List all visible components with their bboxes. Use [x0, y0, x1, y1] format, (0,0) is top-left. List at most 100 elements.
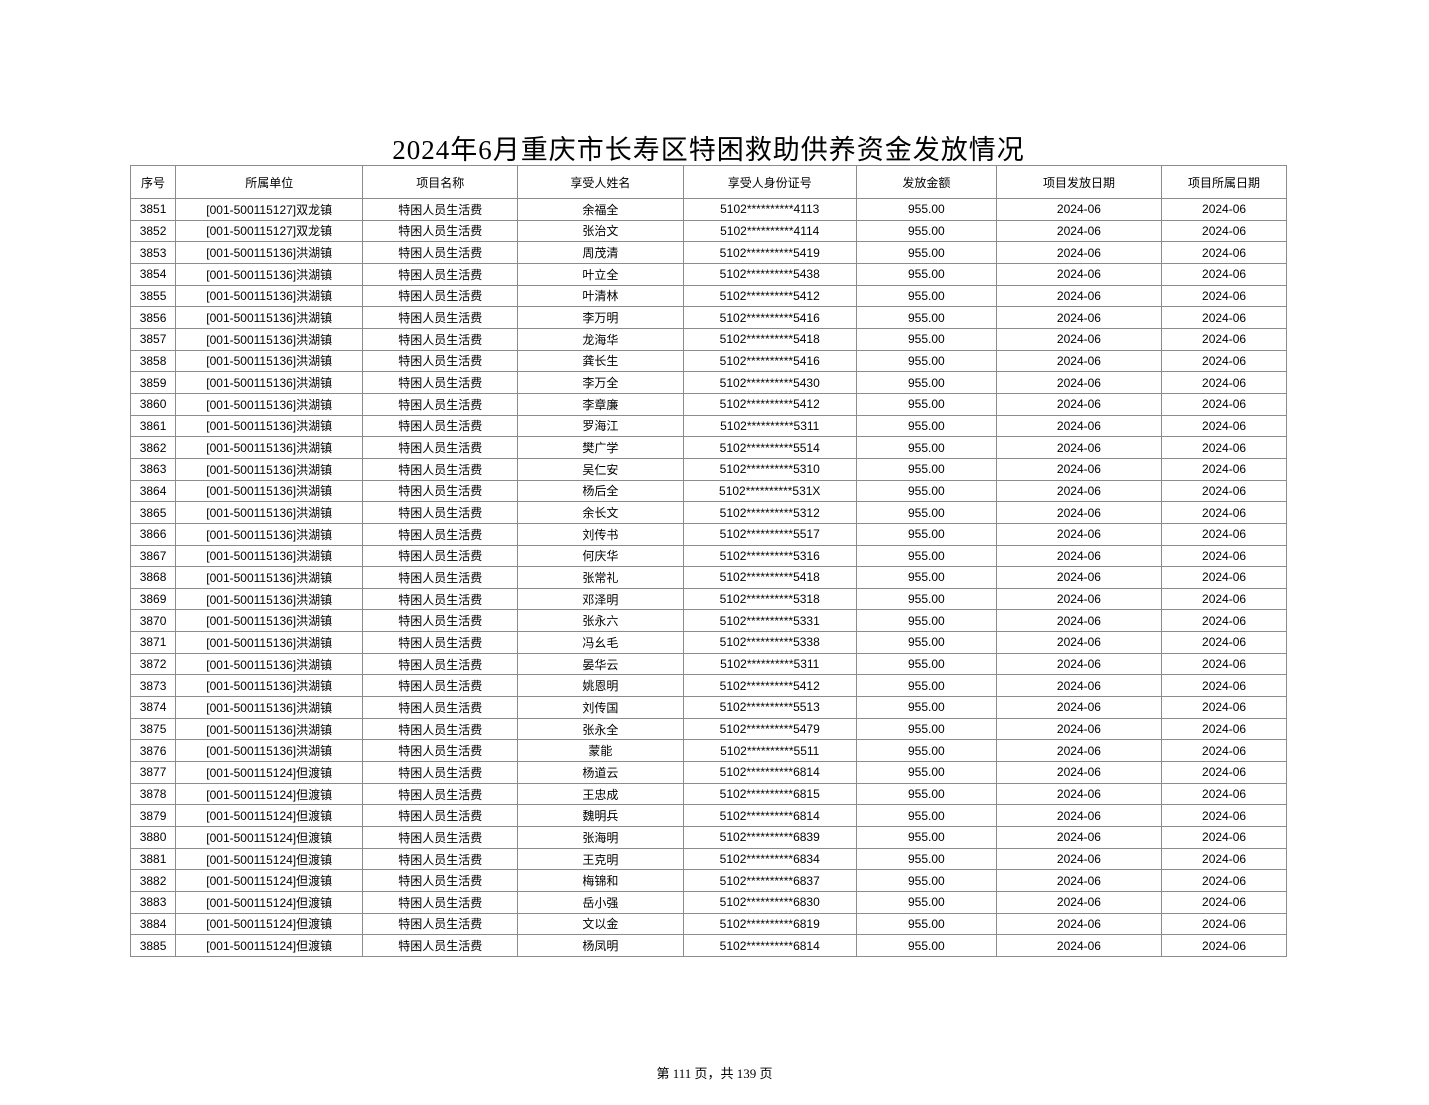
table-cell: 955.00: [855, 457, 997, 481]
table-cell: [001-500115124]但渡镇: [175, 826, 364, 849]
table-cell: 5102**********5311: [682, 414, 857, 438]
table-cell: 李章廉: [517, 392, 684, 416]
table-row: 3881 [001-500115124]但渡镇 特困人员生活费 王克明 5102****…: [129, 847, 1287, 871]
table-row: 3871 [001-500115136]洪湖镇 特困人员生活费 冯幺毛 5102****…: [129, 631, 1287, 654]
table-cell: 余长文: [517, 501, 684, 524]
table-cell: 5102**********6815: [682, 782, 857, 806]
column-header-2: 项目名称: [362, 165, 519, 199]
table-cell: 特困人员生活费: [362, 349, 519, 373]
table-cell: 3873: [129, 674, 177, 698]
table-cell: 5102**********5311: [682, 652, 857, 676]
table-cell: [001-500115136]洪湖镇: [175, 587, 364, 611]
table-cell: 5102**********5338: [682, 631, 857, 654]
table-cell: 3858: [129, 349, 177, 373]
table-cell: 955.00: [855, 349, 997, 373]
table-cell: 2024-06: [995, 479, 1163, 503]
table-cell: 5102**********5430: [682, 371, 857, 394]
table-cell: 3883: [129, 891, 177, 914]
table-cell: 955.00: [855, 414, 997, 438]
table-row: 3868 [001-500115136]洪湖镇 特困人员生活费 张常礼 5102****…: [129, 566, 1287, 589]
table-row: 3872 [001-500115136]洪湖镇 特困人员生活费 晏华云 5102****…: [129, 652, 1287, 676]
table-cell: 3854: [129, 262, 177, 286]
table-cell: 特困人员生活费: [362, 479, 519, 503]
table-cell: 王克明: [517, 847, 684, 871]
table-cell: 2024-06: [1161, 761, 1287, 784]
table-cell: [001-500115136]洪湖镇: [175, 306, 364, 329]
table-cell: 张永全: [517, 717, 684, 741]
page-number: 第 111 页，共 139 页: [656, 1066, 773, 1081]
table-cell: [001-500115136]洪湖镇: [175, 652, 364, 676]
table-cell: 何庆华: [517, 544, 684, 568]
table-cell: 3867: [129, 544, 177, 568]
table-cell: 2024-06: [1161, 696, 1287, 719]
table-cell: 杨后全: [517, 479, 684, 503]
table-cell: 3884: [129, 912, 177, 936]
table-cell: 樊广学: [517, 436, 684, 459]
table-row: 3865 [001-500115136]洪湖镇 特困人员生活费 余长文 5102****…: [129, 501, 1287, 524]
table-cell: 2024-06: [1161, 652, 1287, 676]
table-cell: 3881: [129, 847, 177, 871]
table-cell: 955.00: [855, 284, 997, 308]
table-row: 3856 [001-500115136]洪湖镇 特困人员生活费 李万明 5102****…: [129, 306, 1287, 329]
table-cell: 2024-06: [995, 652, 1163, 676]
table-cell: 特困人员生活费: [362, 219, 519, 243]
table-cell: 5102**********6837: [682, 869, 857, 892]
column-header-7: 项目所属日期: [1161, 165, 1287, 199]
table-cell: 2024-06: [1161, 912, 1287, 936]
table-cell: 2024-06: [995, 306, 1163, 329]
table-cell: 2024-06: [1161, 306, 1287, 329]
table-cell: [001-500115136]洪湖镇: [175, 479, 364, 503]
table-cell: 3861: [129, 414, 177, 438]
table-row: 3875 [001-500115136]洪湖镇 特困人员生活费 张永全 5102****…: [129, 717, 1287, 741]
table-cell: 特困人员生活费: [362, 306, 519, 329]
table-cell: 5102**********5418: [682, 566, 857, 589]
table-body: 3851 [001-500115127]双龙镇 特困人员生活费 余福全 5102****…: [129, 198, 1287, 957]
table-cell: 955.00: [855, 544, 997, 568]
table-cell: 2024-06: [995, 869, 1163, 892]
table-cell: 龙海华: [517, 327, 684, 351]
table-cell: 5102**********5331: [682, 609, 857, 633]
table-cell: 955.00: [855, 198, 997, 221]
table-cell: 2024-06: [995, 631, 1163, 654]
table-cell: 2024-06: [1161, 587, 1287, 611]
table-cell: 3864: [129, 479, 177, 503]
table-cell: 2024-06: [1161, 436, 1287, 459]
table-cell: 冯幺毛: [517, 631, 684, 654]
table-cell: 955.00: [855, 934, 997, 957]
table-cell: 3869: [129, 587, 177, 611]
table-cell: 955.00: [855, 609, 997, 633]
table-cell: 955.00: [855, 479, 997, 503]
table-row: 3851 [001-500115127]双龙镇 特困人员生活费 余福全 5102****…: [129, 198, 1287, 221]
table-cell: 周茂清: [517, 241, 684, 264]
table-cell: 955.00: [855, 761, 997, 784]
table-cell: [001-500115136]洪湖镇: [175, 717, 364, 741]
table-cell: [001-500115136]洪湖镇: [175, 371, 364, 394]
page-title: 2024年6月重庆市长寿区特困救助供养资金发放情况: [392, 135, 1025, 165]
table-cell: 3885: [129, 934, 177, 957]
table-row: 3883 [001-500115124]但渡镇 特困人员生活费 岳小强 5102****…: [129, 891, 1287, 914]
table-cell: 955.00: [855, 327, 997, 351]
table-cell: 2024-06: [1161, 392, 1287, 416]
table-row: 3853 [001-500115136]洪湖镇 特困人员生活费 周茂清 5102****…: [129, 241, 1287, 264]
table-row: 3873 [001-500115136]洪湖镇 特困人员生活费 姚恩明 5102****…: [129, 674, 1287, 698]
table-cell: 955.00: [855, 392, 997, 416]
table-row: 3874 [001-500115136]洪湖镇 特困人员生活费 刘传国 5102****…: [129, 696, 1287, 719]
table-cell: 5102**********6814: [682, 804, 857, 828]
table-cell: 5102**********4114: [682, 219, 857, 243]
table-cell: 2024-06: [1161, 479, 1287, 503]
table-cell: 特困人员生活费: [362, 436, 519, 459]
table-cell: 2024-06: [1161, 219, 1287, 243]
table-cell: 特困人员生活费: [362, 869, 519, 892]
table-cell: 3872: [129, 652, 177, 676]
table-cell: 3876: [129, 739, 177, 763]
table-cell: 特困人员生活费: [362, 371, 519, 394]
table-row: 3859 [001-500115136]洪湖镇 特困人员生活费 李万全 5102****…: [129, 371, 1287, 394]
table-cell: 特困人员生活费: [362, 934, 519, 957]
table-cell: 955.00: [855, 371, 997, 394]
table-cell: 955.00: [855, 869, 997, 892]
table-row: 3885 [001-500115124]但渡镇 特困人员生活费 杨凤明 5102****…: [129, 934, 1287, 957]
table-cell: 2024-06: [1161, 241, 1287, 264]
table-cell: 5102**********6839: [682, 826, 857, 849]
table-cell: [001-500115136]洪湖镇: [175, 436, 364, 459]
table-cell: 955.00: [855, 436, 997, 459]
